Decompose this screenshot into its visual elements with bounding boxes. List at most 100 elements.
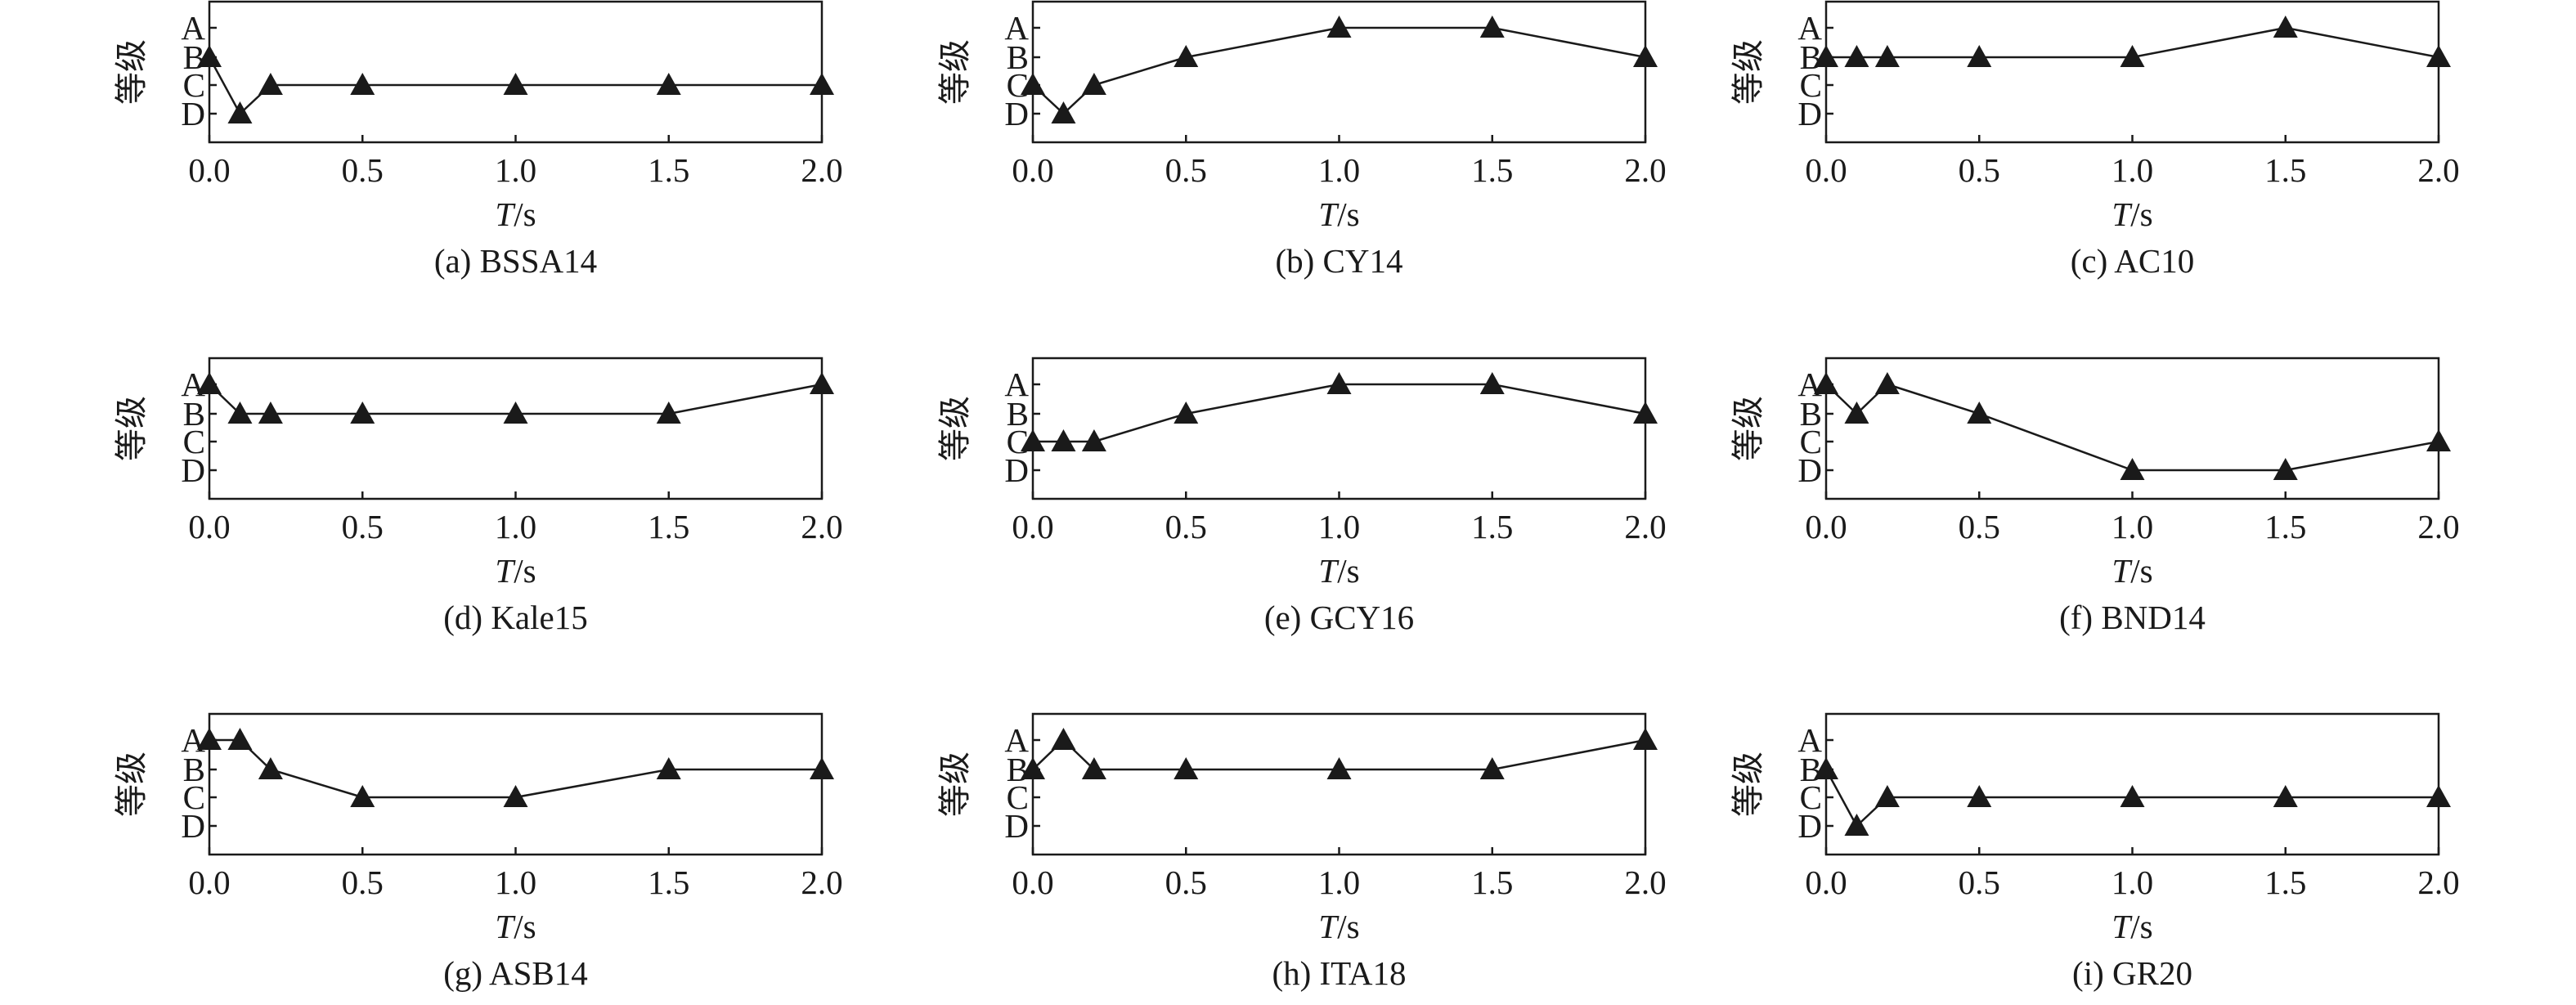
y-tick-label: A xyxy=(1004,9,1029,47)
x-tick-label: 1.5 xyxy=(648,151,689,189)
x-tick-label: 1.5 xyxy=(2264,508,2306,545)
x-tick-label: 2.0 xyxy=(1624,508,1666,545)
y-tick-label: B xyxy=(1007,751,1029,788)
data-point-triangle xyxy=(197,45,222,67)
y-tick-label: D xyxy=(1797,95,1822,132)
data-point-triangle xyxy=(810,757,834,779)
x-tick-label: 2.0 xyxy=(801,864,842,901)
x-tick-label: 0.0 xyxy=(1805,864,1847,901)
data-point-triangle xyxy=(1814,757,1838,779)
x-axis-unit: /s xyxy=(1337,908,1359,945)
x-tick-label: 2.0 xyxy=(801,151,842,189)
y-tick-label: B xyxy=(1800,751,1822,788)
data-point-triangle xyxy=(1479,757,1505,779)
x-tick-label: 0.0 xyxy=(188,864,230,901)
data-point-triangle xyxy=(1174,757,1199,779)
y-tick-label: C xyxy=(183,66,205,104)
data-point-triangle xyxy=(1633,402,1658,424)
plot-frame xyxy=(1031,712,1647,856)
series-line xyxy=(1825,383,2439,472)
data-point-triangle xyxy=(1844,402,1869,424)
x-tick-label: 2.0 xyxy=(1624,864,1666,901)
panel-caption: (a) BSSA14 xyxy=(434,242,597,280)
x-axis-title: T/s xyxy=(1318,908,1359,945)
data-point-triangle xyxy=(227,101,253,123)
x-axis-variable: T xyxy=(495,908,516,945)
y-tick-label: B xyxy=(1800,395,1822,433)
x-axis-unit: /s xyxy=(2130,908,2152,945)
x-axis-title: T/s xyxy=(495,195,536,233)
data-point-triangle xyxy=(1479,16,1505,38)
data-point-triangle xyxy=(197,372,222,394)
x-tick-label: 1.0 xyxy=(2112,508,2153,545)
x-tick-label: 0.0 xyxy=(188,151,230,189)
data-point-triangle xyxy=(1633,45,1658,67)
data-point-triangle xyxy=(656,73,681,95)
data-point-triangle xyxy=(1051,101,1076,123)
data-point-triangle xyxy=(810,73,834,95)
x-axis-unit: /s xyxy=(1337,552,1359,590)
x-tick-label: 2.0 xyxy=(801,508,842,545)
panel-caption: (f) BND14 xyxy=(2059,599,2206,636)
panel-caption: (e) GCY16 xyxy=(1264,599,1414,636)
x-tick-label: 1.0 xyxy=(495,864,536,901)
data-point-triangle xyxy=(1081,757,1106,779)
data-point-triangle xyxy=(1874,372,1900,394)
x-tick-label: 0.5 xyxy=(1165,508,1207,545)
y-tick-label: B xyxy=(1007,38,1029,76)
data-point-triangle xyxy=(1844,814,1869,836)
x-tick-label: 1.0 xyxy=(1318,508,1360,545)
x-axis-variable: T xyxy=(1318,552,1340,590)
plot-frame xyxy=(208,0,824,144)
y-tick-label: D xyxy=(1797,807,1822,845)
y-axis-title: 等级 xyxy=(936,396,974,461)
data-point-triangle xyxy=(227,402,253,424)
x-tick-label: 1.5 xyxy=(648,508,689,545)
data-point-triangle xyxy=(1051,728,1076,750)
data-point-triangle xyxy=(2120,45,2145,67)
data-point-triangle xyxy=(258,73,283,95)
y-tick-label: C xyxy=(1800,66,1822,104)
y-tick-label: A xyxy=(1004,366,1029,403)
panel-caption: (d) Kale15 xyxy=(443,599,587,636)
data-point-triangle xyxy=(2273,458,2298,480)
x-axis-title: T/s xyxy=(1318,195,1359,233)
x-tick-label: 0.5 xyxy=(1165,151,1207,189)
y-axis-title: 等级 xyxy=(936,39,974,105)
y-tick-label: B xyxy=(183,38,205,76)
y-tick-label: A xyxy=(181,9,205,47)
data-point-triangle xyxy=(2120,785,2145,807)
x-tick-label: 0.5 xyxy=(1959,151,2000,189)
data-point-triangle xyxy=(1814,45,1838,67)
data-point-triangle xyxy=(350,402,375,424)
data-point-triangle xyxy=(350,73,375,95)
y-axis-title: 等级 xyxy=(113,39,150,105)
panel-caption: (b) CY14 xyxy=(1275,242,1402,280)
y-axis-title: 等级 xyxy=(113,396,150,461)
x-axis-variable: T xyxy=(2112,552,2133,590)
data-point-triangle xyxy=(258,402,283,424)
x-tick-label: 0.5 xyxy=(1959,864,2000,901)
series-line xyxy=(1032,26,1646,115)
y-tick-label: C xyxy=(1800,423,1822,460)
x-axis-unit: /s xyxy=(2130,195,2152,233)
data-point-triangle xyxy=(1021,429,1045,451)
x-axis-variable: T xyxy=(2112,195,2133,233)
data-point-triangle xyxy=(1326,16,1352,38)
x-axis-variable: T xyxy=(2112,908,2133,945)
x-tick-label: 0.5 xyxy=(342,151,384,189)
x-tick-label: 1.5 xyxy=(1471,151,1513,189)
panel-caption: (g) ASB14 xyxy=(443,954,588,992)
data-point-triangle xyxy=(1081,73,1106,95)
x-axis-variable: T xyxy=(1318,195,1340,233)
x-axis-unit: /s xyxy=(514,908,536,945)
data-point-triangle xyxy=(197,728,222,750)
y-tick-label: C xyxy=(1007,66,1029,104)
data-point-triangle xyxy=(1967,785,1992,807)
data-point-triangle xyxy=(1633,728,1658,750)
